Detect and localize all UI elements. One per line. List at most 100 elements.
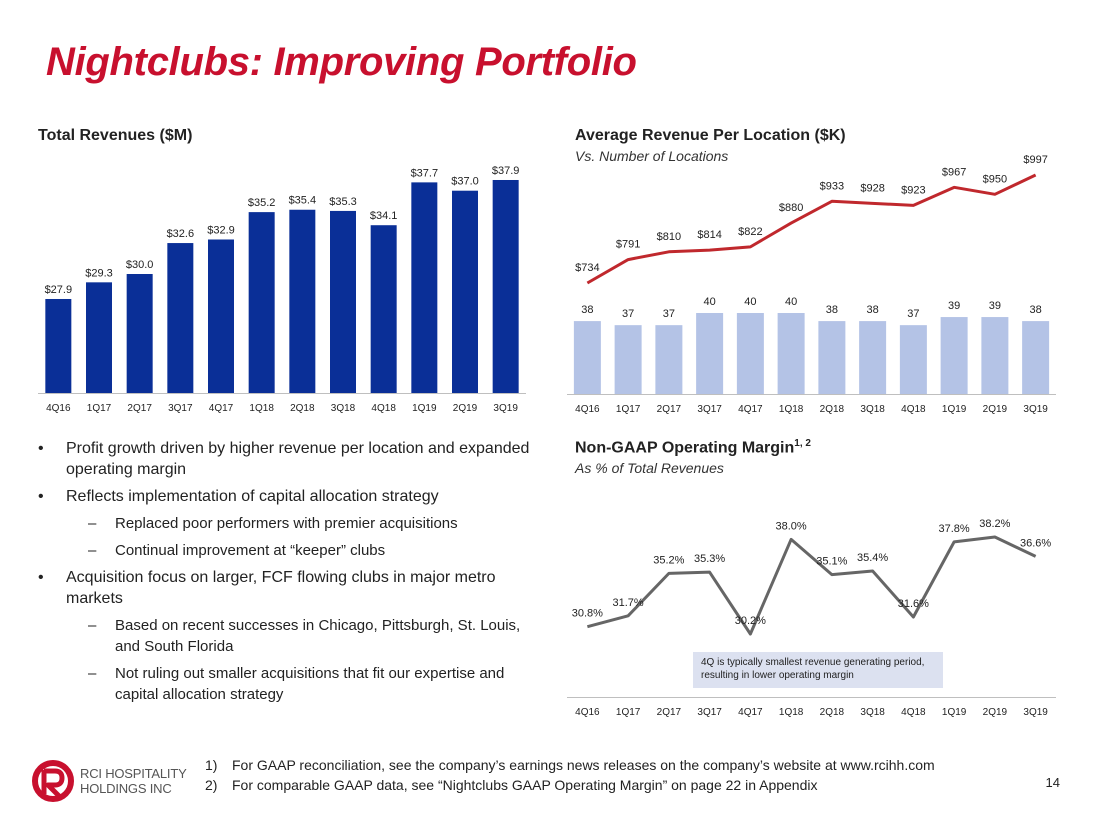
x-tick-label: 3Q19 xyxy=(1023,404,1048,415)
x-tick-label: 2Q19 xyxy=(983,707,1008,718)
x-tick-label: 2Q17 xyxy=(657,707,682,718)
revenue-data-label: $30.0 xyxy=(126,259,154,271)
arpl-data-label: $734 xyxy=(575,262,599,274)
x-tick-label: 1Q18 xyxy=(779,707,804,718)
margin-data-label: 38.0% xyxy=(776,520,807,532)
footnote: 2) For comparable GAAP data, see “Nightcl… xyxy=(205,777,818,793)
arpl-data-label: $880 xyxy=(779,202,803,214)
arpl-data-label: $967 xyxy=(942,166,966,178)
x-tick-label: 3Q17 xyxy=(168,403,193,414)
locations-bar xyxy=(981,317,1009,394)
locations-data-label: 40 xyxy=(744,296,756,308)
x-tick-label: 3Q19 xyxy=(493,403,518,414)
revenue-data-label: $37.7 xyxy=(411,167,439,179)
arpl-data-label: $997 xyxy=(1023,154,1047,166)
margin-data-label: 36.6% xyxy=(1020,537,1051,549)
x-tick-label: 3Q17 xyxy=(697,404,722,415)
x-tick-label: 4Q17 xyxy=(209,403,234,414)
locations-data-label: 38 xyxy=(581,304,593,316)
logo-wordmark: RCI HOSPITALITY HOLDINGS INC xyxy=(80,766,187,796)
locations-bar xyxy=(655,325,683,394)
x-tick-label: 4Q18 xyxy=(901,707,926,718)
locations-data-label: 38 xyxy=(1030,304,1042,316)
locations-bar xyxy=(573,321,601,394)
locations-data-label: 38 xyxy=(867,304,879,316)
arpl-data-label: $933 xyxy=(820,180,844,192)
revenue-bar xyxy=(248,212,275,393)
x-tick-label: 3Q18 xyxy=(860,404,885,415)
revenue-data-label: $35.4 xyxy=(289,195,317,207)
sub-bullet-item: – Continual improvement at “keeper” clubs xyxy=(88,542,386,559)
margin-data-label: 30.2% xyxy=(735,615,766,627)
arpl-data-label: $810 xyxy=(657,231,681,243)
margin-data-label: 35.1% xyxy=(816,556,847,568)
bullet-list: • Profit growth driven by higher revenue … xyxy=(38,438,538,711)
x-tick-label: 2Q18 xyxy=(820,707,845,718)
x-tick-label: 4Q18 xyxy=(901,404,926,415)
x-tick-label: 3Q18 xyxy=(860,707,885,718)
revenue-data-label: $29.3 xyxy=(85,267,113,279)
revenue-data-label: $35.2 xyxy=(248,197,276,209)
margin-annotation: 4Q is typically smallest revenue generat… xyxy=(693,652,943,688)
x-tick-label: 2Q19 xyxy=(983,404,1008,415)
x-tick-label: 4Q16 xyxy=(575,707,600,718)
arpl-chart-subtitle: Vs. Number of Locations xyxy=(575,148,729,164)
revenue-data-label: $32.9 xyxy=(207,224,235,236)
x-tick-label: 1Q18 xyxy=(779,404,804,415)
footnotes: 1) For GAAP reconciliation, see the compa… xyxy=(205,755,935,795)
x-tick-label: 4Q17 xyxy=(738,404,763,415)
margin-data-label: 35.4% xyxy=(857,552,888,564)
revenue-bar xyxy=(126,274,153,393)
x-tick-label: 2Q17 xyxy=(127,403,152,414)
margin-data-label: 30.8% xyxy=(572,608,603,620)
arpl-chart-title: Average Revenue Per Location ($K) xyxy=(575,127,846,144)
x-tick-label: 1Q18 xyxy=(249,403,274,414)
x-tick-label: 2Q18 xyxy=(290,403,315,414)
arpl-data-label: $814 xyxy=(697,229,721,241)
margin-data-label: 31.7% xyxy=(613,597,644,609)
x-tick-label: 1Q17 xyxy=(87,403,112,414)
locations-bar xyxy=(696,313,724,394)
x-tick-label: 2Q17 xyxy=(657,404,682,415)
margin-data-label: 38.2% xyxy=(979,518,1010,530)
sub-bullet-item: – Replaced poor performers with premier a… xyxy=(88,515,458,532)
revenue-bar xyxy=(492,179,519,393)
page-title: Nightclubs: Improving Portfolio xyxy=(46,40,637,84)
revenue-chart-title: Total Revenues ($M) xyxy=(38,127,193,144)
revenue-bar xyxy=(370,225,397,393)
revenue-data-label: $37.9 xyxy=(492,165,520,177)
x-tick-label: 3Q17 xyxy=(697,707,722,718)
x-tick-label: 1Q17 xyxy=(616,404,641,415)
revenue-bar xyxy=(452,190,478,393)
revenue-bar xyxy=(208,239,234,393)
bullet-item: • Profit growth driven by higher revenue … xyxy=(38,440,530,478)
x-tick-label: 3Q19 xyxy=(1023,707,1048,718)
margin-chart-title: Non-GAAP Operating Margin1, 2 xyxy=(575,438,811,457)
sub-bullet-item: – Based on recent successes in Chicago, P… xyxy=(88,617,521,655)
bullet-item: • Acquisition focus on larger, FCF flowin… xyxy=(38,569,496,607)
x-tick-label: 4Q18 xyxy=(371,403,396,414)
revenue-data-label: $37.0 xyxy=(451,176,479,188)
locations-bar xyxy=(859,321,887,394)
sub-bullet-item: – Not ruling out smaller acquisitions tha… xyxy=(88,665,505,703)
locations-bar xyxy=(1022,321,1050,394)
revenue-bar xyxy=(330,210,356,393)
revenue-bar xyxy=(167,243,194,393)
margin-data-label: 37.8% xyxy=(939,523,970,535)
locations-data-label: 39 xyxy=(948,300,960,312)
bullet-item: • Reflects implementation of capital allo… xyxy=(38,488,439,505)
company-logo: RCI HOSPITALITY HOLDINGS INC xyxy=(30,758,190,804)
x-tick-label: 1Q17 xyxy=(616,707,641,718)
margin-data-label: 35.2% xyxy=(653,554,684,566)
margin-data-label: 35.3% xyxy=(694,553,725,565)
margin-series-line xyxy=(586,535,1037,636)
x-tick-label: 2Q18 xyxy=(820,404,845,415)
rci-logo-icon xyxy=(32,760,74,802)
locations-data-label: 38 xyxy=(826,304,838,316)
locations-bar xyxy=(940,317,968,394)
locations-data-label: 37 xyxy=(907,308,919,320)
locations-data-label: 40 xyxy=(704,296,716,308)
